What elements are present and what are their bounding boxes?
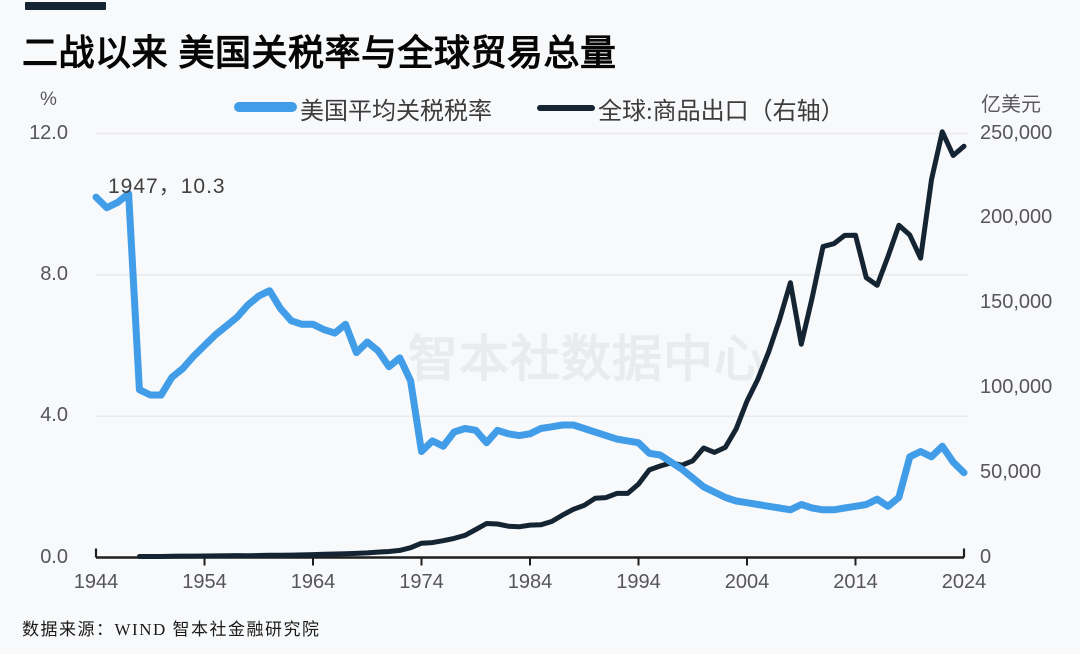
x-axis-label: 2014 — [833, 571, 878, 593]
x-axis-label: 2004 — [724, 571, 770, 593]
annotation-1947: 1947，10.3 — [108, 175, 226, 198]
brand-bar — [25, 2, 106, 10]
y-axis-label-right: 200,000 — [980, 206, 1053, 229]
x-axis-label: 1974 — [399, 571, 444, 593]
x-axis-label: 2024 — [941, 571, 987, 593]
watermark: 智本社数据中心 — [408, 331, 765, 387]
x-axis-label: 1994 — [616, 571, 661, 593]
legend-swatch-exports-line — [537, 105, 595, 111]
x-axis-label: 1964 — [290, 571, 336, 593]
gridlines — [96, 132, 968, 417]
x-axis-label: 1984 — [507, 571, 553, 593]
legend-label-exports: 全球:商品出口（右轴） — [598, 99, 845, 125]
right-axis-unit: 亿美元 — [981, 94, 1041, 116]
y-axis-label-right: 50,000 — [980, 460, 1042, 483]
y-axis-label-left: 12.0 — [29, 121, 68, 144]
y-axis-label-left: 4.0 — [40, 404, 68, 427]
y-axis-label-left: 8.0 — [40, 262, 68, 285]
chart-title: 二战以来 美国关税率与全球贸易总量 — [22, 32, 617, 73]
y-axis-label-right: 100,000 — [980, 375, 1053, 398]
exports-line — [136, 129, 967, 559]
y-axis-label-right: 250,000 — [980, 121, 1053, 144]
x-axis-label: 1954 — [182, 571, 227, 593]
tariff-line — [92, 190, 968, 514]
data-source: 数据来源：WIND 智本社金融研究院 — [22, 620, 321, 639]
legend-swatch-tariff-line — [234, 102, 297, 112]
y-axis-label-left: 0.0 — [40, 545, 68, 568]
x-axis-label: 1944 — [73, 571, 119, 593]
legend-label-tariff: 美国平均关税税率 — [300, 99, 492, 125]
y-axis-label-right: 0 — [980, 545, 992, 568]
y-axis-label-right: 150,000 — [980, 291, 1053, 314]
left-axis-unit: % — [40, 89, 57, 110]
